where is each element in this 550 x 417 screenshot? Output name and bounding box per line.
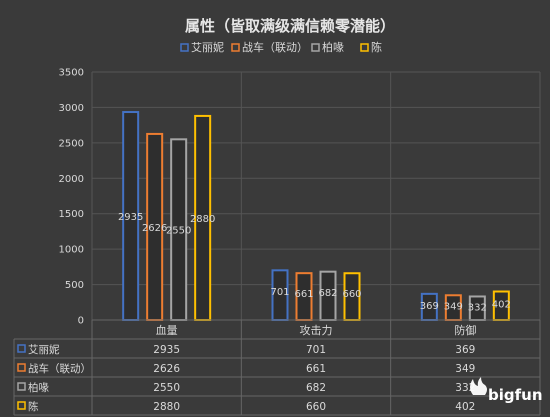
table-cell-3-2: 682 xyxy=(306,382,326,394)
legend-swatch-2 xyxy=(231,43,240,52)
legend-label-2: 战车（联动） xyxy=(242,40,308,54)
legend-swatch-1 xyxy=(180,43,189,52)
data-label-4-3: 402 xyxy=(492,299,511,310)
table-cell-1-3: 369 xyxy=(455,344,475,356)
bigfun-logo-icon xyxy=(470,377,487,395)
data-label-4-2: 660 xyxy=(342,289,361,300)
y-axis: 0 500 1000 1500 2000 2500 3000 3500 xyxy=(59,68,84,327)
data-label-3-1: 2550 xyxy=(166,226,191,237)
legend: 艾丽妮 战车（联动） 柏喙 陈 xyxy=(180,40,382,54)
legend-swatch-4 xyxy=(360,43,369,52)
table-swatch-2 xyxy=(17,363,26,372)
data-label-1-2: 701 xyxy=(270,287,289,298)
table-series-name-1: 艾丽妮 xyxy=(28,343,60,356)
table-series-name-3: 柏喙 xyxy=(28,381,49,394)
legend-label-3: 柏喙 xyxy=(322,40,344,54)
data-label-2-2: 661 xyxy=(294,289,313,300)
table-cell-4-3: 402 xyxy=(455,401,475,413)
table-series-name-2: 战车（联动） xyxy=(28,362,91,375)
table-swatch-3 xyxy=(17,382,26,391)
chart-title: 属性（皆取满级满信赖零潜能） xyxy=(185,17,395,35)
watermark-text: bigfun xyxy=(488,386,543,404)
table-cell-1-2: 701 xyxy=(306,344,326,356)
legend-label-4: 陈 xyxy=(371,40,382,54)
y-tick-label-4: 2000 xyxy=(59,174,84,185)
data-label-1-3: 369 xyxy=(420,301,439,312)
data-label-1-1: 2935 xyxy=(118,212,143,223)
data-label-2-1: 2626 xyxy=(142,223,167,234)
legend-swatch-3 xyxy=(311,43,320,52)
data-label-3-3: 332 xyxy=(468,302,487,313)
y-tick-label-7: 3500 xyxy=(59,68,84,79)
table-series-name-4: 陈 xyxy=(28,400,39,413)
table-cell-1-1: 2935 xyxy=(153,344,180,356)
category-label-1: 血量 xyxy=(156,323,178,337)
category-label-2: 攻击力 xyxy=(300,323,333,337)
table-cell-2-2: 661 xyxy=(306,363,326,375)
data-label-3-2: 682 xyxy=(318,288,337,299)
y-tick-label-5: 2500 xyxy=(59,138,84,149)
legend-label-1: 艾丽妮 xyxy=(191,40,224,54)
data-label-4-1: 2880 xyxy=(190,214,215,225)
table-cell-2-1: 2626 xyxy=(153,363,180,375)
table-swatch-1 xyxy=(17,344,26,353)
y-tick-label-6: 3000 xyxy=(59,103,84,114)
table-cell-4-1: 2880 xyxy=(153,401,180,413)
y-tick-label-2: 1000 xyxy=(59,245,84,256)
data-label-2-3: 349 xyxy=(444,302,463,313)
category-label-3: 防御 xyxy=(454,323,476,337)
table-cell-3-1: 2550 xyxy=(153,382,180,394)
y-tick-label-3: 1500 xyxy=(59,209,84,220)
table-cell-4-2: 660 xyxy=(306,401,326,413)
watermark: bigfun xyxy=(470,377,543,404)
y-tick-label-1: 500 xyxy=(65,280,84,291)
table-cell-2-3: 349 xyxy=(455,363,475,375)
table-swatch-4 xyxy=(17,401,26,410)
y-tick-label-0: 0 xyxy=(78,316,84,327)
